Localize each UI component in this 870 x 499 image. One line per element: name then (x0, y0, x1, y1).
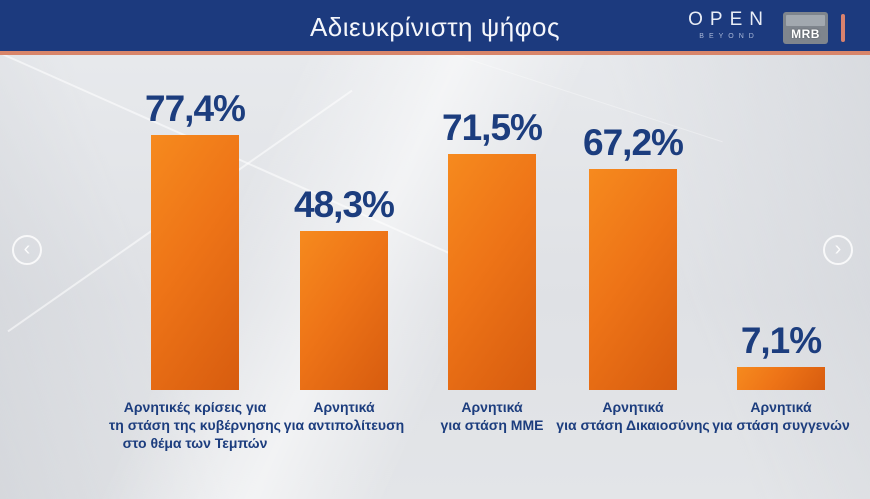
bar-category-label: Αρνητικές κρίσεις για τη στάση της κυβέρν… (109, 399, 281, 451)
bar-value-label: 67,2% (583, 122, 684, 163)
bar-category-label: Αρνητικά για στάση Δικαιοσύνης (556, 399, 710, 433)
prev-slide-button[interactable]: ‹ (12, 235, 42, 265)
bar (589, 169, 677, 390)
bar-category-label: Αρνητικά για στάση ΜΜΕ (440, 399, 544, 433)
bar (300, 231, 388, 390)
bar-value-label: 71,5% (442, 107, 543, 148)
mrb-logo-bar (786, 15, 825, 26)
next-slide-button[interactable]: › (823, 235, 853, 265)
open-logo-tagline: BEYOND (699, 33, 759, 40)
bar (151, 135, 239, 390)
open-logo-text: OPEN (688, 9, 770, 30)
accent-tick (841, 14, 845, 42)
bar (448, 154, 536, 390)
header-banner: Αδιευκρίνιστη ψήφος OPEN BEYOND MRB (0, 0, 870, 55)
page-title: Αδιευκρίνιστη ψήφος (309, 12, 561, 42)
mrb-agency-logo: MRB (783, 12, 828, 44)
bar-value-label: 7,1% (740, 320, 822, 361)
mrb-logo-text: MRB (791, 27, 820, 41)
open-channel-logo: OPEN BEYOND (688, 9, 770, 40)
bar-value-label: 77,4% (145, 88, 246, 129)
bar-category-label: Αρνητικά για στάση συγγενών (712, 399, 850, 433)
bar-category-label: Αρνητικά για αντιπολίτευση (283, 399, 405, 433)
bar-value-label: 48,3% (294, 184, 395, 225)
bar (737, 367, 825, 390)
